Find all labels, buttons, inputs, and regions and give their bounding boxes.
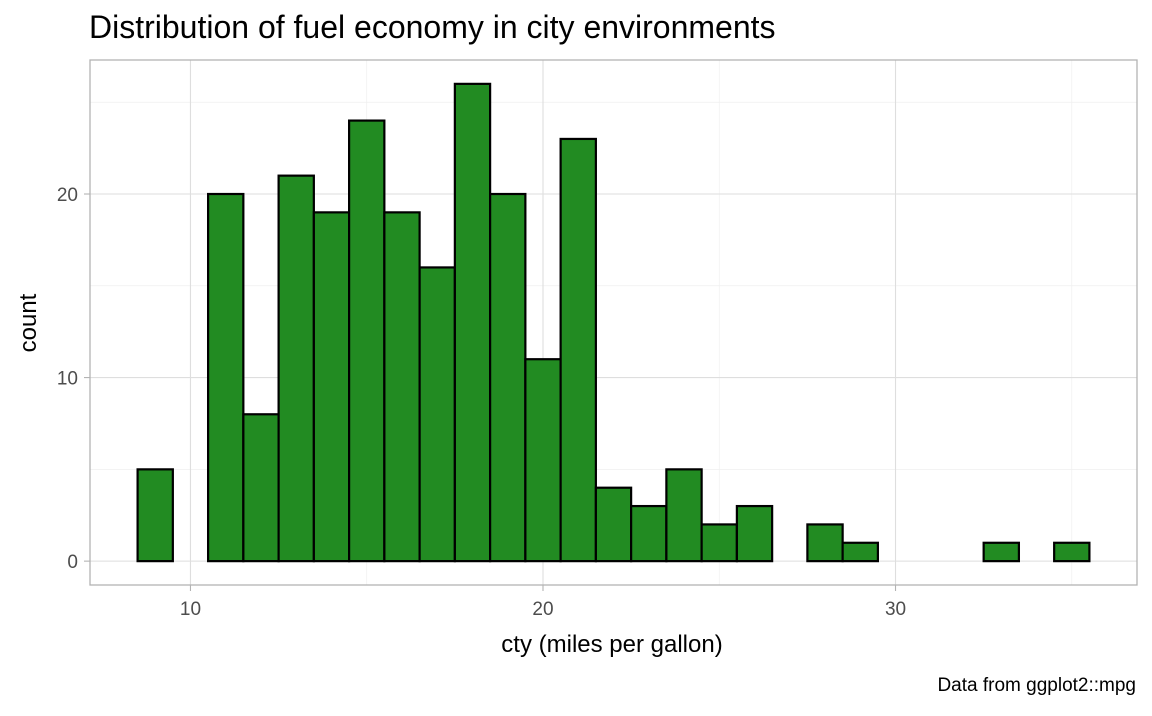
plot-panel-border <box>89 59 1138 586</box>
histogram-bar <box>1053 541 1091 563</box>
chart-title: Distribution of fuel economy in city env… <box>89 9 776 45</box>
histogram-bar <box>489 192 527 563</box>
histogram-bar <box>277 174 315 563</box>
chart-caption: Data from ggplot2::mpg <box>937 675 1136 696</box>
histogram-bar <box>841 541 879 563</box>
histogram-bars <box>136 82 1091 563</box>
histogram-bar <box>242 413 280 563</box>
histogram-bar <box>700 523 738 563</box>
x-axis-title: cty (miles per gallon) <box>501 631 722 658</box>
histogram-bar <box>524 358 562 563</box>
y-axis-title: count <box>15 293 42 352</box>
x-tick-label: 10 <box>180 599 201 620</box>
y-tick-label: 0 <box>67 552 78 573</box>
histogram-bar <box>312 211 351 563</box>
x-tick-label: 20 <box>532 599 553 620</box>
histogram-bar <box>383 211 421 563</box>
histogram-bar <box>806 523 844 563</box>
x-tick-label: 30 <box>885 599 906 620</box>
histogram-bar <box>735 504 774 563</box>
histogram-bar <box>559 137 597 563</box>
histogram-bar <box>982 541 1021 563</box>
histogram-bar <box>594 486 633 563</box>
histogram-bar <box>136 468 174 563</box>
histogram-bar <box>665 468 703 563</box>
y-tick-label: 20 <box>57 185 78 206</box>
histogram-bar <box>630 504 668 563</box>
histogram-bar <box>348 119 386 563</box>
y-tick-label: 10 <box>57 369 78 390</box>
histogram-bar <box>206 192 245 563</box>
axis-ticks: 10 20 30 0 10 20 <box>57 185 906 620</box>
histogram-bar <box>418 266 456 563</box>
histogram-bar <box>453 82 492 563</box>
